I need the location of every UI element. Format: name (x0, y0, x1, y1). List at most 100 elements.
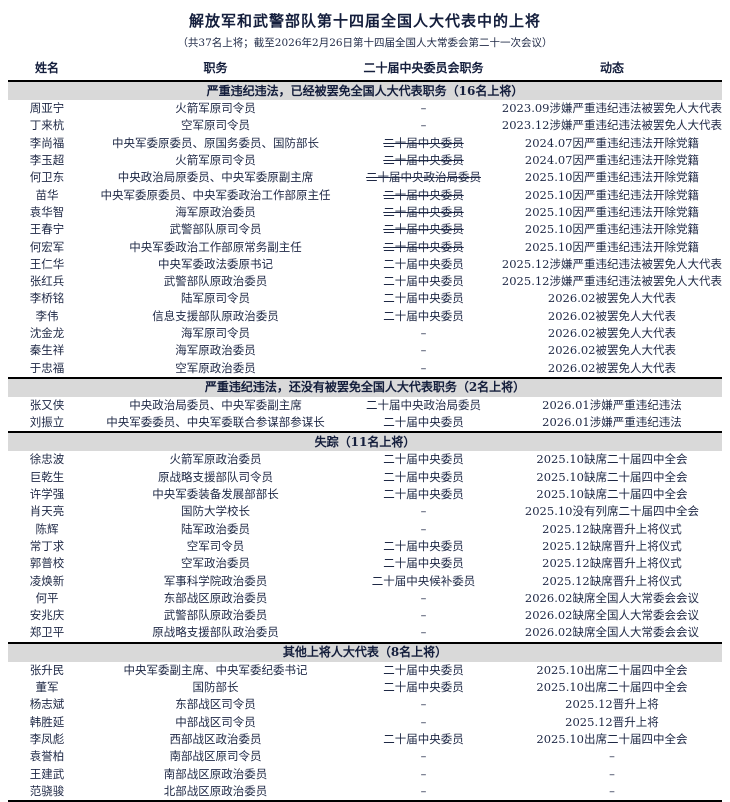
committee-cell: 二十届中央委员 (345, 221, 502, 238)
table-row: 丁来杭 空军原司令员 – 2023.12涉嫌严重违纪违法被罢免人大代表 (8, 117, 722, 134)
name-cell: 周亚宁 (29, 101, 65, 116)
position-cell: 北部战区原政治委员 (163, 783, 268, 798)
position-cell: 国防部长 (192, 680, 239, 695)
committee-cell: – (420, 714, 427, 729)
status-cell: – (609, 766, 615, 781)
struck-committee-text: 二十届中央委员 (383, 187, 464, 202)
status-cell: 2026.01涉嫌严重违纪违法 (542, 397, 682, 412)
table-row: 李伟 信息支援部队原政治委员 二十届中央委员 2026.02被罢免人大代表 (8, 308, 722, 325)
status-cell: 2026.02缺席全国人大常委会会议 (524, 590, 699, 605)
table-row: 何平 东部战区原政治委员 – 2026.02缺席全国人大常委会会议 (8, 590, 722, 607)
position-cell: 东部战区司令员 (175, 697, 256, 712)
committee-cell: 二十届中央委员 (383, 415, 464, 430)
table-row: 李桥铭 陆军原司令员 二十届中央委员 2026.02被罢免人大代表 (8, 290, 722, 307)
position-cell: 空军司令员 (186, 538, 245, 553)
section-banner-label: 其他上将人大代表（8名上将） (8, 641, 722, 662)
position-cell: 中央政治局原委员、中央军委原副主席 (117, 170, 314, 185)
status-cell: 2026.02被罢免人大代表 (547, 360, 676, 375)
name-cell: 安兆庆 (29, 608, 65, 623)
position-cell: 西部战区政治委员 (169, 731, 262, 746)
name-cell: 张升民 (29, 662, 65, 677)
table-row: 杨志斌 东部战区司令员 – 2025.12晋升上将 (8, 696, 722, 713)
committee-cell: – (420, 504, 427, 519)
status-cell: 2025.10出席二十届四中全会 (536, 662, 688, 677)
status-cell: 2025.10缺席二十届四中全会 (536, 469, 688, 484)
table-row: 安兆庆 武警部队原政治委员 – 2026.02缺席全国人大常委会会议 (8, 607, 722, 624)
table-row: 郭普校 空军政治委员 二十届中央委员 2025.12缺席晋升上将仪式 (8, 555, 722, 572)
position-cell: 中央政治局委员、中央军委副主席 (129, 397, 302, 412)
position-cell: 海军原司令员 (181, 326, 251, 340)
committee-cell: – (420, 749, 427, 764)
table-row: 袁誉柏 南部战区原司令员 – – (8, 748, 722, 765)
status-cell: 2025.10出席二十届四中全会 (536, 731, 688, 746)
table-row: 沈金龙 海军原司令员 – 2026.02被罢免人大代表 (8, 325, 722, 342)
position-cell: 陆军原司令员 (181, 291, 251, 306)
position-cell: 中央军委装备发展部部长 (152, 487, 279, 502)
table-row: 许学强 中央军委装备发展部部长 二十届中央委员 2025.10缺席二十届四中全会 (8, 486, 722, 503)
table-body: 严重违纪违法，已经被罢免全国人大代表职务（16名上将） 周亚宁 火箭军原司令员 –20… (8, 80, 722, 801)
name-cell: 杨志斌 (29, 697, 65, 712)
name-cell: 郭普校 (29, 556, 65, 571)
position-cell: 武警部队原司令员 (169, 222, 262, 237)
status-cell: 2026.02被罢免人大代表 (547, 308, 676, 323)
table-header: 姓名 职务 二十届中央委员会职务 动态 (8, 56, 722, 82)
position-cell: 空军原政治委员 (175, 360, 256, 375)
status-cell: 2025.10没有列席二十届四中全会 (524, 504, 699, 519)
committee-cell: 二十届中央委员 (345, 135, 502, 152)
status-cell: 2025.10因严重违纪违法开除党籍 (524, 204, 699, 219)
table-row: 陈辉 陆军政治委员 – 2025.12缺席晋升上将仪式 (8, 521, 722, 538)
name-cell: 何宏军 (29, 239, 65, 254)
committee-cell: 二十届中央委员 (345, 152, 502, 169)
committee-cell: 二十届中央委员 (383, 291, 464, 306)
committee-cell: 二十届中央政治局委员 (365, 397, 481, 412)
table-row: 徐忠波 火箭军原政治委员 二十届中央委员 2025.10缺席二十届四中全会 (8, 451, 722, 468)
position-cell: 中部战区司令员 (175, 714, 256, 729)
position-cell: 南部战区原政治委员 (163, 766, 268, 781)
committee-cell: – (420, 590, 427, 605)
status-cell: 2025.12晋升上将 (565, 697, 659, 712)
status-cell: 2025.10因严重违纪违法开除党籍 (524, 239, 699, 254)
struck-committee-text: 二十届中央委员 (383, 239, 464, 254)
status-cell: 2025.12缺席晋升上将仪式 (542, 538, 682, 553)
committee-cell: – (420, 326, 427, 340)
position-cell: 中央军委原委员、中央军委政治工作部原主任 (100, 187, 331, 202)
table-row: 秦生祥 海军原政治委员 – 2026.02被罢免人大代表 (8, 342, 722, 359)
column-header-position: 职务 (86, 56, 346, 82)
committee-cell: – (420, 101, 427, 116)
position-cell: 海军原政治委员 (175, 343, 256, 358)
status-cell: 2025.12涉嫌严重违纪违法被罢免人大代表 (501, 256, 722, 271)
position-cell: 军事科学院政治委员 (163, 573, 268, 588)
committee-cell: 二十届中央委员 (345, 238, 502, 255)
position-cell: 原战略支援部队司令员 (158, 469, 274, 484)
section-banner-row: 严重违纪违法，还没有被罢免全国人大代表职务（2名上将） (8, 376, 722, 397)
name-cell: 徐忠波 (29, 452, 65, 467)
name-cell: 何平 (35, 590, 59, 605)
table-row: 王建武 南部战区原政治委员 – – (8, 765, 722, 782)
committee-cell: 二十届中央委员 (383, 538, 464, 553)
status-cell: 2026.02缺席全国人大常委会会议 (524, 625, 699, 640)
table-row: 张红兵 武警部队原政治委员 二十届中央委员 2025.12涉嫌严重违纪违法被罢免人大代… (8, 273, 722, 290)
committee-cell: – (420, 360, 427, 375)
position-cell: 中央军委政治工作部原常务副主任 (129, 239, 302, 254)
status-cell: 2025.12缺席晋升上将仪式 (542, 521, 682, 536)
table-row: 王春宁 武警部队原司令员 二十届中央委员 2025.10因严重违纪违法开除党籍 (8, 221, 722, 238)
column-header-status: 动态 (501, 56, 722, 82)
status-cell: 2026.02被罢免人大代表 (547, 291, 676, 306)
table-row: 何卫东 中央政治局原委员、中央军委原副主席 二十届中央政治局委员 2025.10因严重… (8, 169, 722, 186)
position-cell: 空军原司令员 (181, 118, 251, 133)
name-cell: 刘振立 (29, 415, 65, 430)
table-row: 韩胜延 中部战区司令员 – 2025.12晋升上将 (8, 714, 722, 731)
table-row: 肖天亮 国防大学校长 – 2025.10没有列席二十届四中全会 (8, 503, 722, 520)
position-cell: 空军政治委员 (181, 556, 251, 571)
name-cell: 李桥铭 (29, 291, 65, 306)
table-row: 李玉超 火箭军原司令员 二十届中央委员 2024.07因严重违纪违法开除党籍 (8, 152, 722, 169)
position-cell: 武警部队原政治委员 (163, 608, 268, 623)
name-cell: 巨乾生 (29, 469, 65, 484)
committee-cell: 二十届中央委员 (383, 469, 464, 484)
table-row: 袁华智 海军原政治委员 二十届中央委员 2025.10因严重违纪违法开除党籍 (8, 204, 722, 221)
table-row: 刘振立 中央军委委员、中央军委联合参谋部参谋长 二十届中央委员 2026.01涉嫌严重… (8, 414, 722, 432)
table-row: 张升民 中央军委副主席、中央军委纪委书记 二十届中央委员 2025.10出席二十届四中… (8, 662, 722, 679)
name-cell: 李尚福 (29, 135, 65, 150)
position-cell: 火箭军原司令员 (175, 101, 256, 116)
